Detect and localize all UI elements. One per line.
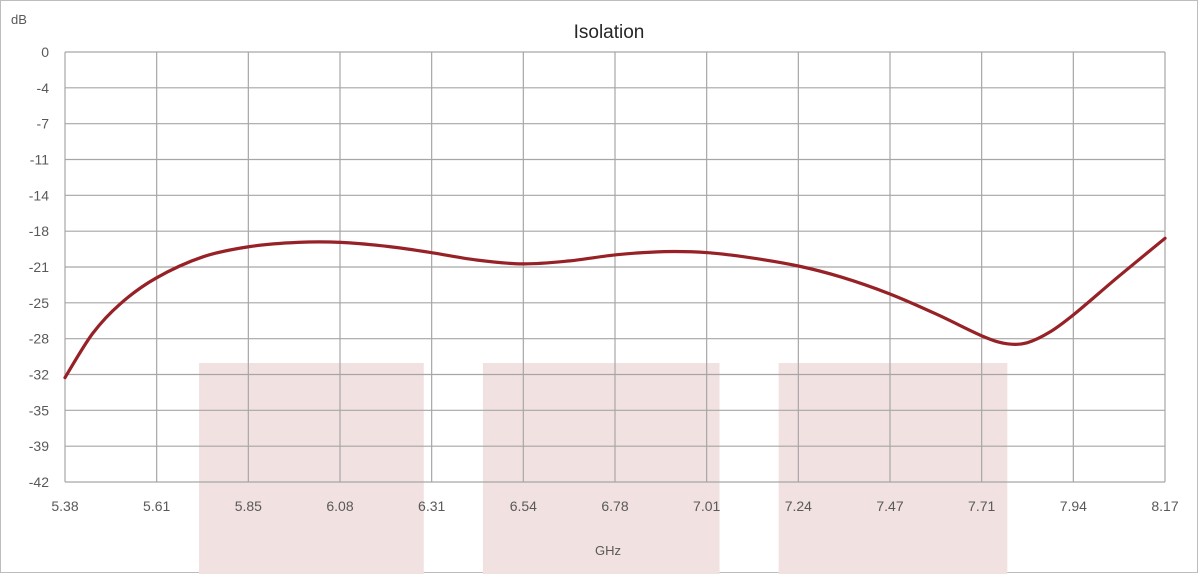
series-line-1 [63, 236, 1167, 380]
series-layer [63, 236, 1167, 380]
gridlines [64, 51, 1166, 483]
x-tick-label: 6.08 [326, 498, 353, 514]
y-tick-label: -39 [29, 438, 49, 454]
x-axis-label: GHz [595, 543, 621, 558]
x-tick-label: 7.47 [876, 498, 903, 514]
x-tick-label: 6.78 [601, 498, 628, 514]
y-tick-label: -4 [37, 80, 50, 96]
y-tick-label: -18 [29, 223, 49, 239]
y-tick-label: -28 [29, 331, 49, 347]
highlight-bands [199, 363, 1008, 574]
x-tick-label: 6.31 [418, 498, 445, 514]
x-tick-label: 7.24 [785, 498, 812, 514]
y-axis-label: dB [11, 12, 27, 27]
y-tick-label: -25 [29, 295, 49, 311]
x-tick-label: 5.85 [235, 498, 262, 514]
highlight-band-3 [778, 363, 1008, 574]
highlight-band-2 [482, 363, 720, 574]
x-tick-label: 5.38 [51, 498, 78, 514]
x-tick-label: 7.94 [1060, 498, 1087, 514]
y-tick-label: -32 [29, 367, 49, 383]
x-tick-label: 7.01 [693, 498, 720, 514]
y-axis-ticks: 0 -4 -7 -11 -14 -18 -21 -25 -28 -32 -35 -39 -42 [29, 44, 49, 490]
y-tick-label: -14 [29, 187, 49, 203]
highlight-band-1 [199, 363, 424, 574]
x-axis-ticks: 5.38 5.61 5.85 6.08 6.31 6.54 6.78 7.01 7.24 7.47… [51, 498, 1178, 514]
x-tick-label: 5.61 [143, 498, 170, 514]
y-tick-label: -42 [29, 474, 49, 490]
y-tick-label: -21 [29, 259, 49, 275]
y-tick-label: 0 [41, 44, 49, 60]
y-tick-label: -11 [30, 152, 49, 168]
x-tick-label: 6.54 [510, 498, 537, 514]
y-tick-label: -35 [29, 402, 49, 418]
y-tick-label: -7 [37, 116, 50, 132]
x-tick-label: 8.17 [1151, 498, 1178, 514]
chart-title: Isolation [574, 22, 645, 43]
x-tick-label: 7.71 [968, 498, 995, 514]
